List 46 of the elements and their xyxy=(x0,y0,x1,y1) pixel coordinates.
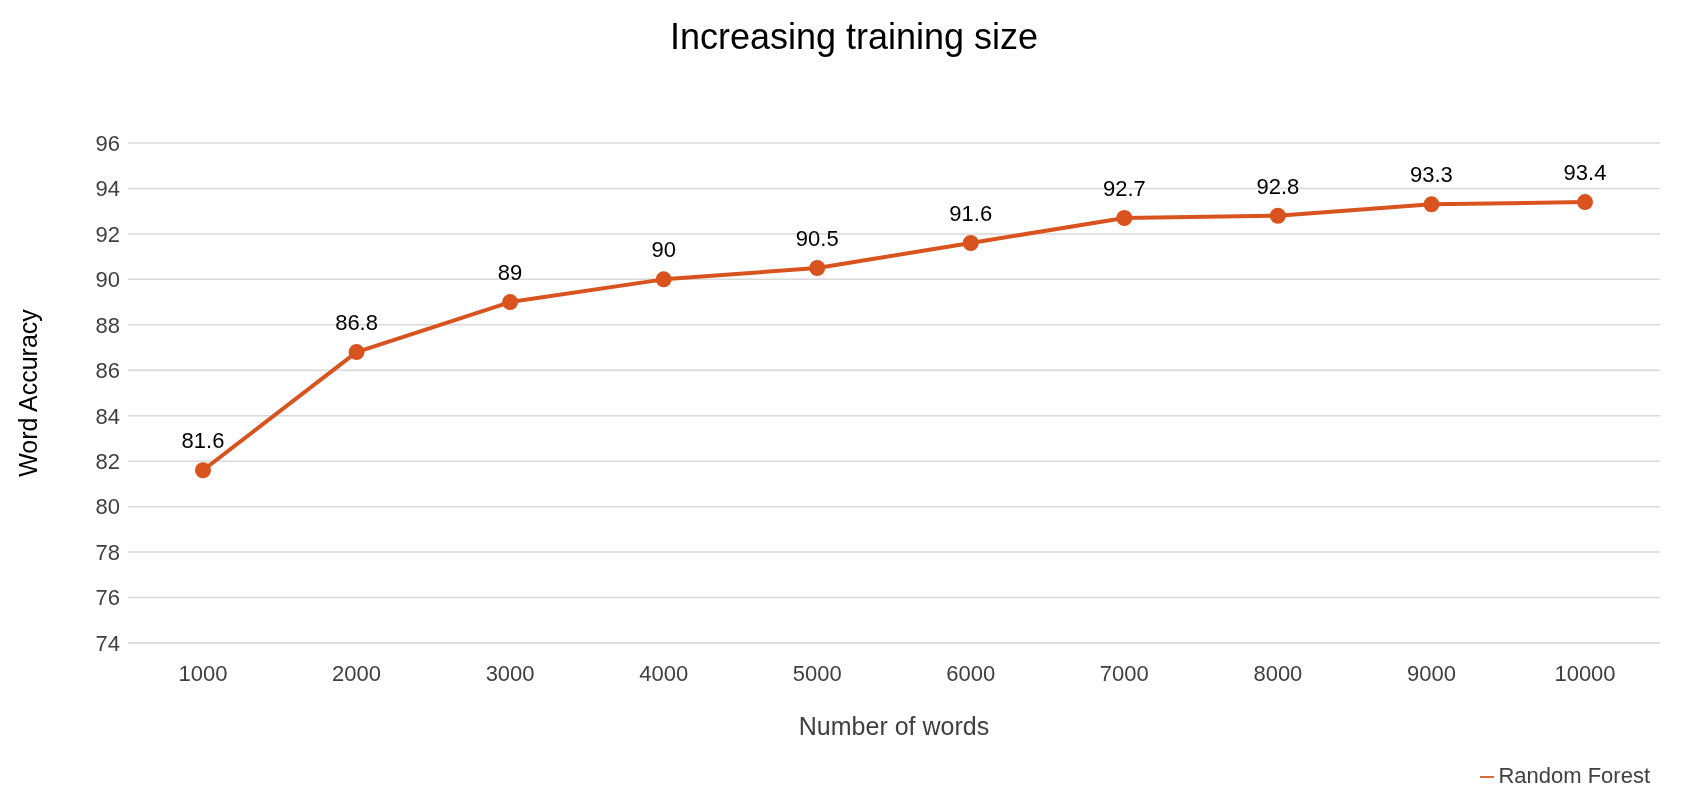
y-tick-label: 74 xyxy=(95,630,120,656)
legend-label: Random Forest xyxy=(1498,763,1650,788)
x-tick-label: 3000 xyxy=(485,660,535,686)
y-tick-label: 94 xyxy=(95,176,120,202)
data-label: 93.4 xyxy=(1563,160,1607,186)
point xyxy=(809,260,826,276)
point xyxy=(1577,194,1593,211)
chart-title: Increasing training size xyxy=(668,16,1040,58)
y-tick-label: 78 xyxy=(95,539,120,565)
x-tick-label: 10000 xyxy=(1554,660,1616,686)
x-tick-label: 9000 xyxy=(1406,660,1456,686)
y-axis-title: Word Accuracy xyxy=(13,308,42,477)
y-tick-label: 84 xyxy=(95,403,120,429)
data-label: 89 xyxy=(497,260,523,286)
y-tick-label: 88 xyxy=(95,312,120,338)
point xyxy=(1269,207,1286,224)
y-tick-label: 86 xyxy=(95,358,120,384)
y-tick-label: 76 xyxy=(95,585,120,611)
x-tick-label: 4000 xyxy=(639,660,689,686)
point xyxy=(655,271,672,288)
data-label: 86.8 xyxy=(335,310,378,336)
point xyxy=(962,235,979,251)
point xyxy=(195,462,211,479)
data-label: 91.6 xyxy=(949,201,993,226)
point xyxy=(1116,210,1133,226)
data-label: 90.5 xyxy=(795,226,839,251)
point xyxy=(502,294,519,311)
x-tick-label: 1000 xyxy=(178,660,228,686)
point xyxy=(1423,196,1440,213)
x-tick-label: 7000 xyxy=(1099,660,1149,686)
data-label: 90 xyxy=(651,237,676,263)
data-label: 81.6 xyxy=(181,428,225,454)
x-axis-title: Number of words xyxy=(798,712,990,740)
y-tick-label: 80 xyxy=(95,494,120,520)
data-label: 93.3 xyxy=(1410,162,1453,188)
x-tick-label: 6000 xyxy=(946,660,996,686)
data-label: 92.7 xyxy=(1102,176,1146,201)
x-tick-label: 5000 xyxy=(792,660,842,686)
point xyxy=(348,344,365,361)
y-tick-label: 90 xyxy=(95,267,120,293)
y-tick-label: 92 xyxy=(95,221,120,247)
y-tick-label: 82 xyxy=(95,448,120,474)
x-tick-label: 8000 xyxy=(1253,660,1303,686)
x-tick-label: 2000 xyxy=(332,660,382,686)
y-tick-label: 96 xyxy=(95,130,120,156)
data-label: 92.8 xyxy=(1256,173,1300,199)
